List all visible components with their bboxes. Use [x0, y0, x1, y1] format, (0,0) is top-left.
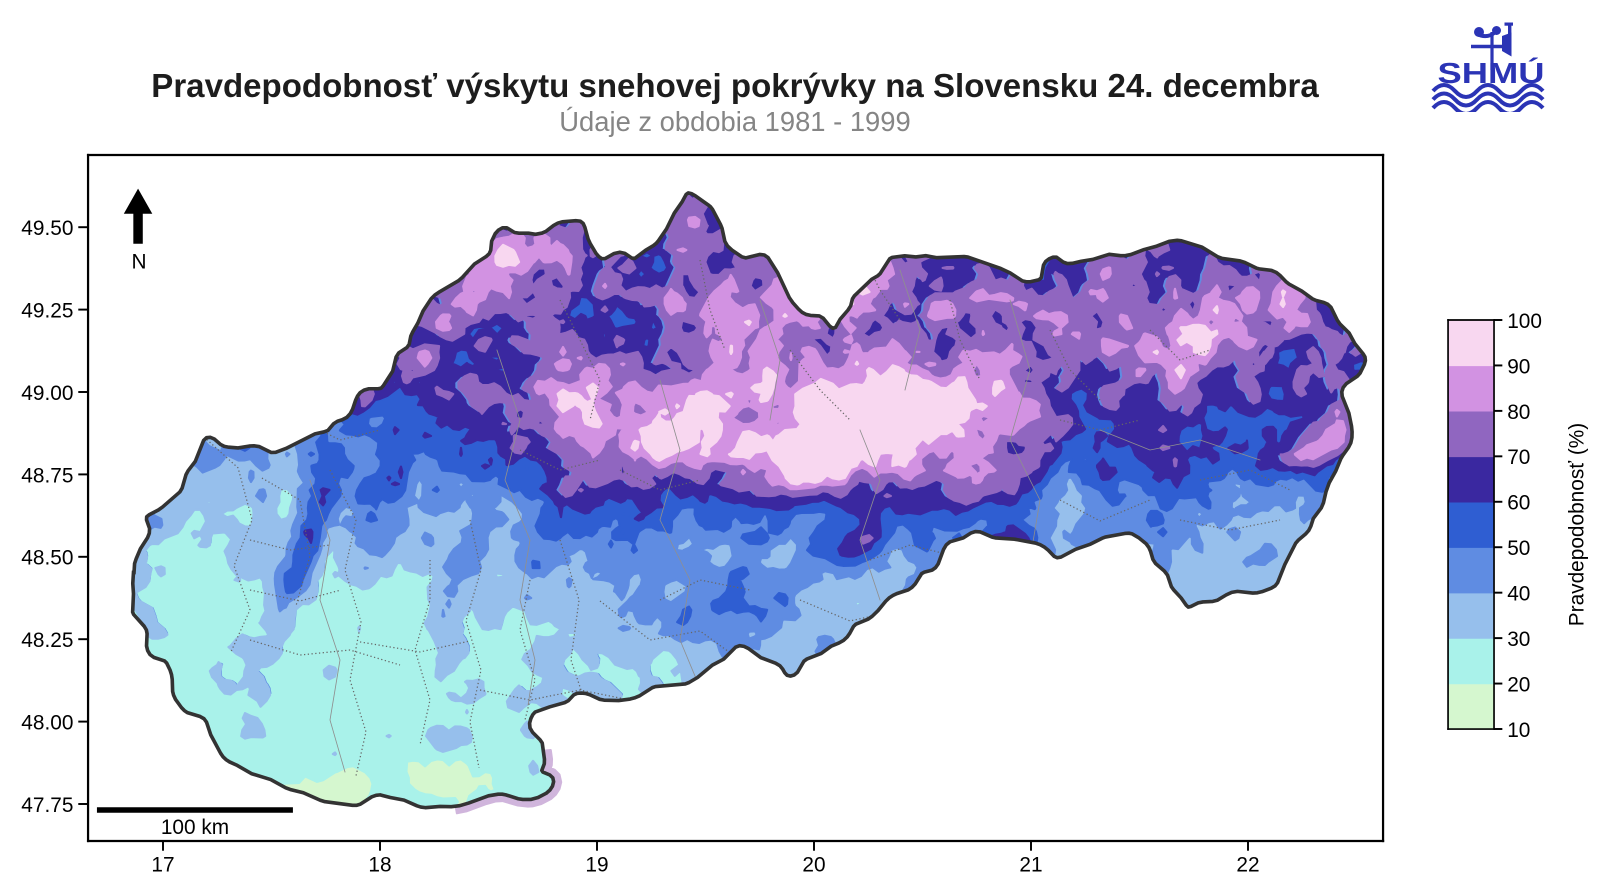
svg-text:49.25: 49.25 — [21, 300, 73, 323]
svg-text:48.75: 48.75 — [21, 464, 73, 487]
svg-text:20: 20 — [802, 853, 825, 876]
svg-text:19: 19 — [585, 853, 608, 876]
svg-text:Pravdepodobnosť (%): Pravdepodobnosť (%) — [1565, 423, 1588, 626]
svg-text:17: 17 — [151, 853, 174, 876]
svg-text:100: 100 — [1507, 310, 1542, 333]
svg-text:48.00: 48.00 — [21, 712, 73, 735]
svg-text:Pravdepodobnosť výskytu snehov: Pravdepodobnosť výskytu snehovej pokrývk… — [151, 68, 1319, 105]
svg-text:48.50: 48.50 — [21, 547, 73, 570]
svg-text:50: 50 — [1507, 537, 1530, 560]
svg-text:N: N — [131, 251, 146, 274]
svg-text:Údaje z obdobia 1981 - 1999: Údaje z obdobia 1981 - 1999 — [559, 106, 910, 137]
svg-text:70: 70 — [1507, 446, 1530, 469]
svg-text:100 km: 100 km — [161, 816, 229, 839]
svg-text:48.25: 48.25 — [21, 629, 73, 652]
svg-text:90: 90 — [1507, 355, 1530, 378]
svg-text:80: 80 — [1507, 401, 1530, 424]
svg-text:21: 21 — [1019, 853, 1042, 876]
svg-text:18: 18 — [368, 853, 391, 876]
svg-text:20: 20 — [1507, 673, 1530, 696]
svg-text:22: 22 — [1236, 853, 1259, 876]
svg-text:40: 40 — [1507, 583, 1530, 606]
svg-text:47.75: 47.75 — [21, 794, 73, 817]
svg-text:60: 60 — [1507, 492, 1530, 515]
svg-text:49.50: 49.50 — [21, 217, 73, 240]
svg-text:30: 30 — [1507, 628, 1530, 651]
svg-text:10: 10 — [1507, 719, 1530, 742]
svg-text:49.00: 49.00 — [21, 382, 73, 405]
